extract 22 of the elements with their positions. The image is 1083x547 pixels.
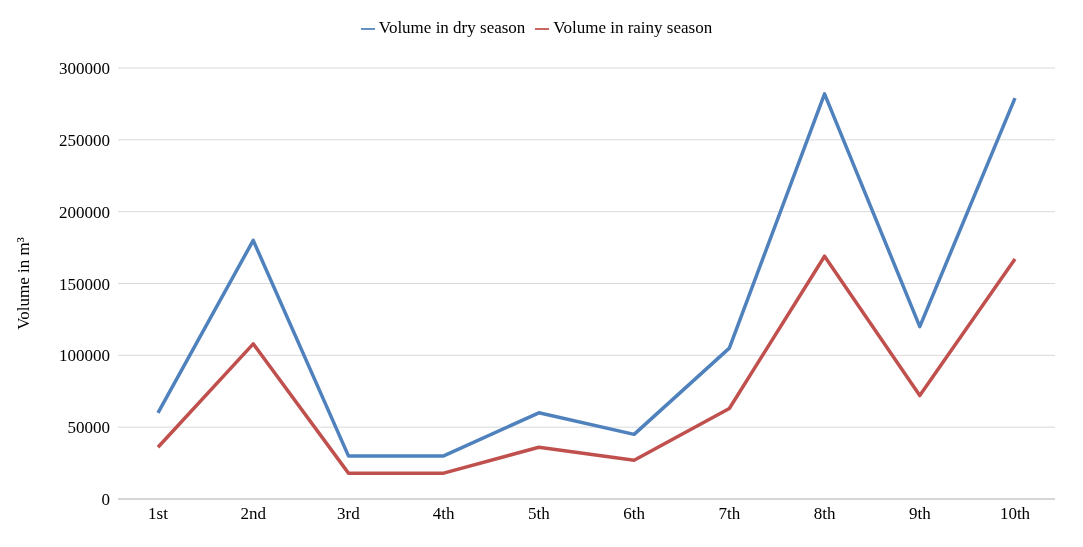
legend-label: Volume in dry season [378,18,526,37]
y-tick-label: 50000 [67,418,110,438]
x-tick-label: 7th [718,504,741,524]
legend-label: Volume in rainy season [553,18,713,37]
x-tick-label: 9th [908,504,932,524]
y-tick-label: 100000 [59,346,110,366]
y-tick-label: 150000 [59,274,110,294]
y-tick-label: 250000 [59,130,110,150]
y-tick-label: 0 [101,490,110,510]
x-tick-label: 6th [623,504,646,524]
x-tick-label: 8th [813,504,836,524]
y-tick-label: 200000 [59,202,110,222]
x-tick-label: 10th [999,504,1031,524]
x-tick-label: 4th [432,504,456,524]
x-tick-label: 2nd [240,504,267,524]
y-axis-title: Volume in m³ [14,237,34,330]
line-series [156,254,1017,475]
x-tick-label: 3rd [337,504,361,524]
y-tick-label: 300000 [59,59,110,79]
x-tick-label: 1st [148,504,169,524]
line-series [156,92,1017,458]
x-tick-label: 5th [528,504,551,524]
